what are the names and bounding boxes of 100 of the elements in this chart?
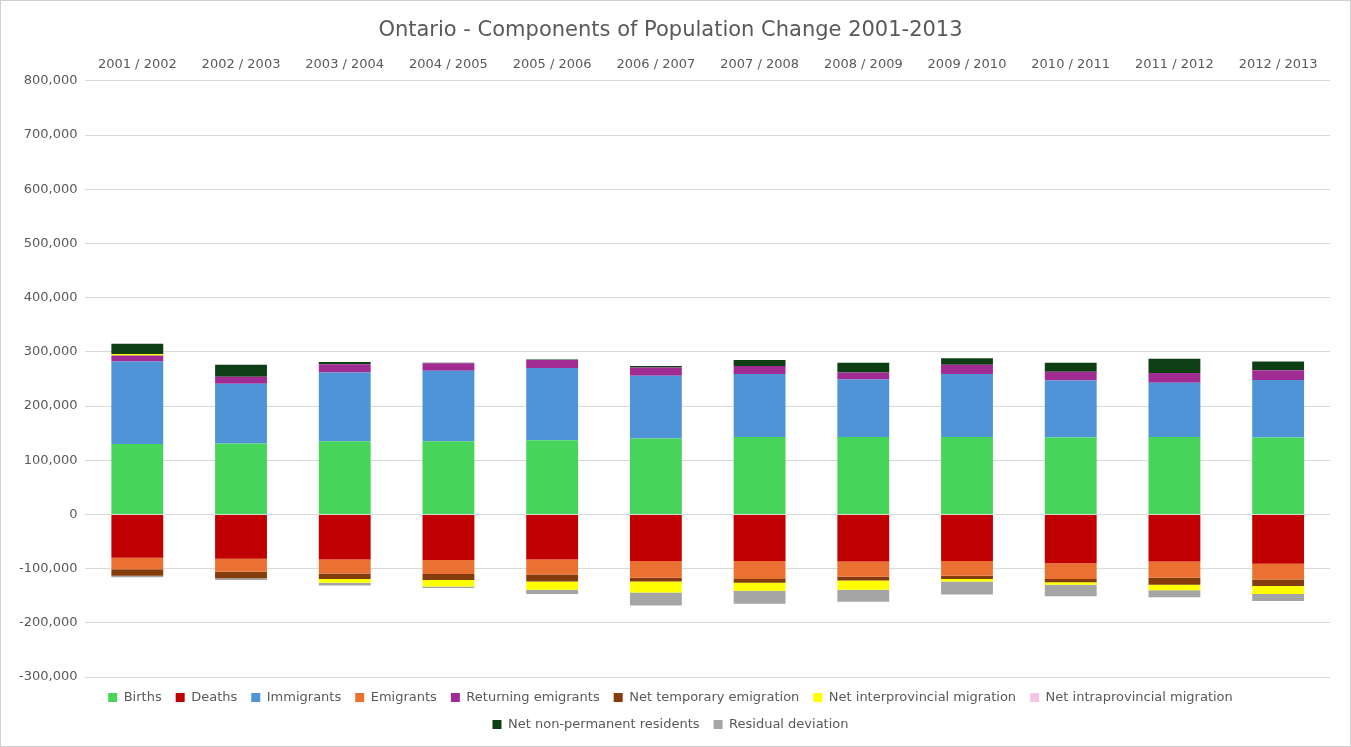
bar — [941, 561, 993, 576]
bar — [837, 576, 890, 581]
bar — [941, 514, 993, 562]
bar — [941, 364, 993, 375]
bar — [111, 557, 164, 570]
bar — [1252, 579, 1305, 586]
bar — [629, 592, 682, 606]
bar — [526, 581, 579, 590]
bar — [526, 559, 579, 575]
y-tick-label: 500,000 — [23, 234, 78, 250]
bar — [318, 514, 371, 560]
y-tick-label: 100,000 — [23, 451, 78, 467]
x-tick-label: 2002 / 2003 — [201, 56, 281, 72]
bar — [422, 370, 475, 442]
bar — [526, 359, 579, 369]
bar — [733, 590, 786, 604]
bar — [1148, 382, 1201, 437]
bar — [733, 359, 786, 366]
x-tick-label: 2007 / 2008 — [720, 56, 799, 72]
bar — [629, 514, 682, 562]
x-tick-label: 2006 / 2007 — [616, 56, 696, 72]
y-tick-label: 400,000 — [23, 288, 78, 304]
bar — [318, 372, 371, 442]
bar — [1148, 358, 1201, 373]
x-tick-label: 2008 / 2009 — [823, 56, 903, 72]
bar — [733, 578, 786, 583]
bar — [1148, 577, 1201, 585]
bar — [318, 441, 371, 514]
bar — [733, 582, 786, 591]
bar — [837, 580, 890, 590]
bar — [629, 438, 682, 514]
y-tick-label: -200,000 — [19, 614, 78, 630]
x-tick-label: 2004 / 2005 — [409, 56, 488, 72]
bar — [941, 374, 993, 437]
legend-label: Deaths — [191, 688, 238, 704]
x-tick-label: 2003 / 2004 — [305, 56, 385, 72]
bar — [1148, 590, 1201, 598]
bar — [318, 364, 371, 373]
bar — [629, 561, 682, 578]
bar — [111, 343, 164, 354]
bar — [733, 436, 786, 514]
bar — [422, 363, 475, 371]
legend-label: Births — [123, 688, 162, 704]
bar — [526, 368, 579, 441]
bar — [422, 579, 475, 587]
bar — [941, 581, 993, 595]
legend-label: Net interprovincial migration — [828, 688, 1017, 704]
bar — [318, 573, 371, 579]
bar — [526, 440, 579, 514]
bar — [1044, 437, 1097, 514]
bar — [111, 355, 164, 362]
x-tick-label: 2010 / 2011 — [1031, 56, 1111, 72]
bar — [629, 375, 682, 439]
bar — [1044, 514, 1097, 564]
bar — [215, 383, 267, 444]
y-tick-label: 200,000 — [23, 397, 78, 413]
bar — [526, 574, 579, 582]
bar — [837, 589, 890, 602]
bar — [215, 558, 267, 572]
bar — [733, 561, 786, 579]
bar — [318, 559, 371, 574]
bar — [1252, 594, 1305, 602]
bar — [1252, 361, 1305, 371]
bar — [1148, 436, 1201, 514]
y-tick-label: 0 — [69, 505, 78, 521]
bar — [1252, 563, 1305, 580]
bar — [629, 367, 682, 376]
bar — [941, 358, 993, 365]
bar — [1148, 514, 1201, 562]
legend-label: Returning emigrants — [466, 688, 600, 704]
bar — [1044, 578, 1097, 583]
bar — [215, 571, 267, 579]
bar — [837, 379, 890, 437]
bar — [111, 569, 164, 576]
bar — [733, 374, 786, 437]
bar — [422, 441, 475, 514]
bar — [837, 436, 890, 514]
bar — [1044, 563, 1097, 579]
y-tick-label: 300,000 — [23, 343, 78, 359]
bar — [111, 443, 164, 514]
bar — [1252, 379, 1305, 438]
bar — [1252, 370, 1305, 380]
bar — [111, 514, 164, 558]
bar — [1148, 372, 1201, 383]
legend-label: Emigrants — [370, 688, 438, 704]
x-tick-label: 2005 / 2006 — [512, 56, 592, 72]
bar — [837, 372, 890, 380]
bar — [1148, 584, 1201, 591]
y-tick-label: -300,000 — [19, 668, 78, 684]
bar — [111, 361, 164, 444]
bar — [526, 514, 579, 560]
bar — [1044, 582, 1097, 585]
bar — [1044, 584, 1097, 597]
bar — [215, 443, 267, 514]
bar — [318, 362, 371, 365]
x-tick-label: 2012 / 2013 — [1238, 56, 1318, 72]
bar — [733, 365, 786, 375]
y-tick-label: -100,000 — [19, 559, 78, 575]
bar — [1252, 514, 1305, 564]
y-tick-label: 600,000 — [23, 180, 78, 196]
